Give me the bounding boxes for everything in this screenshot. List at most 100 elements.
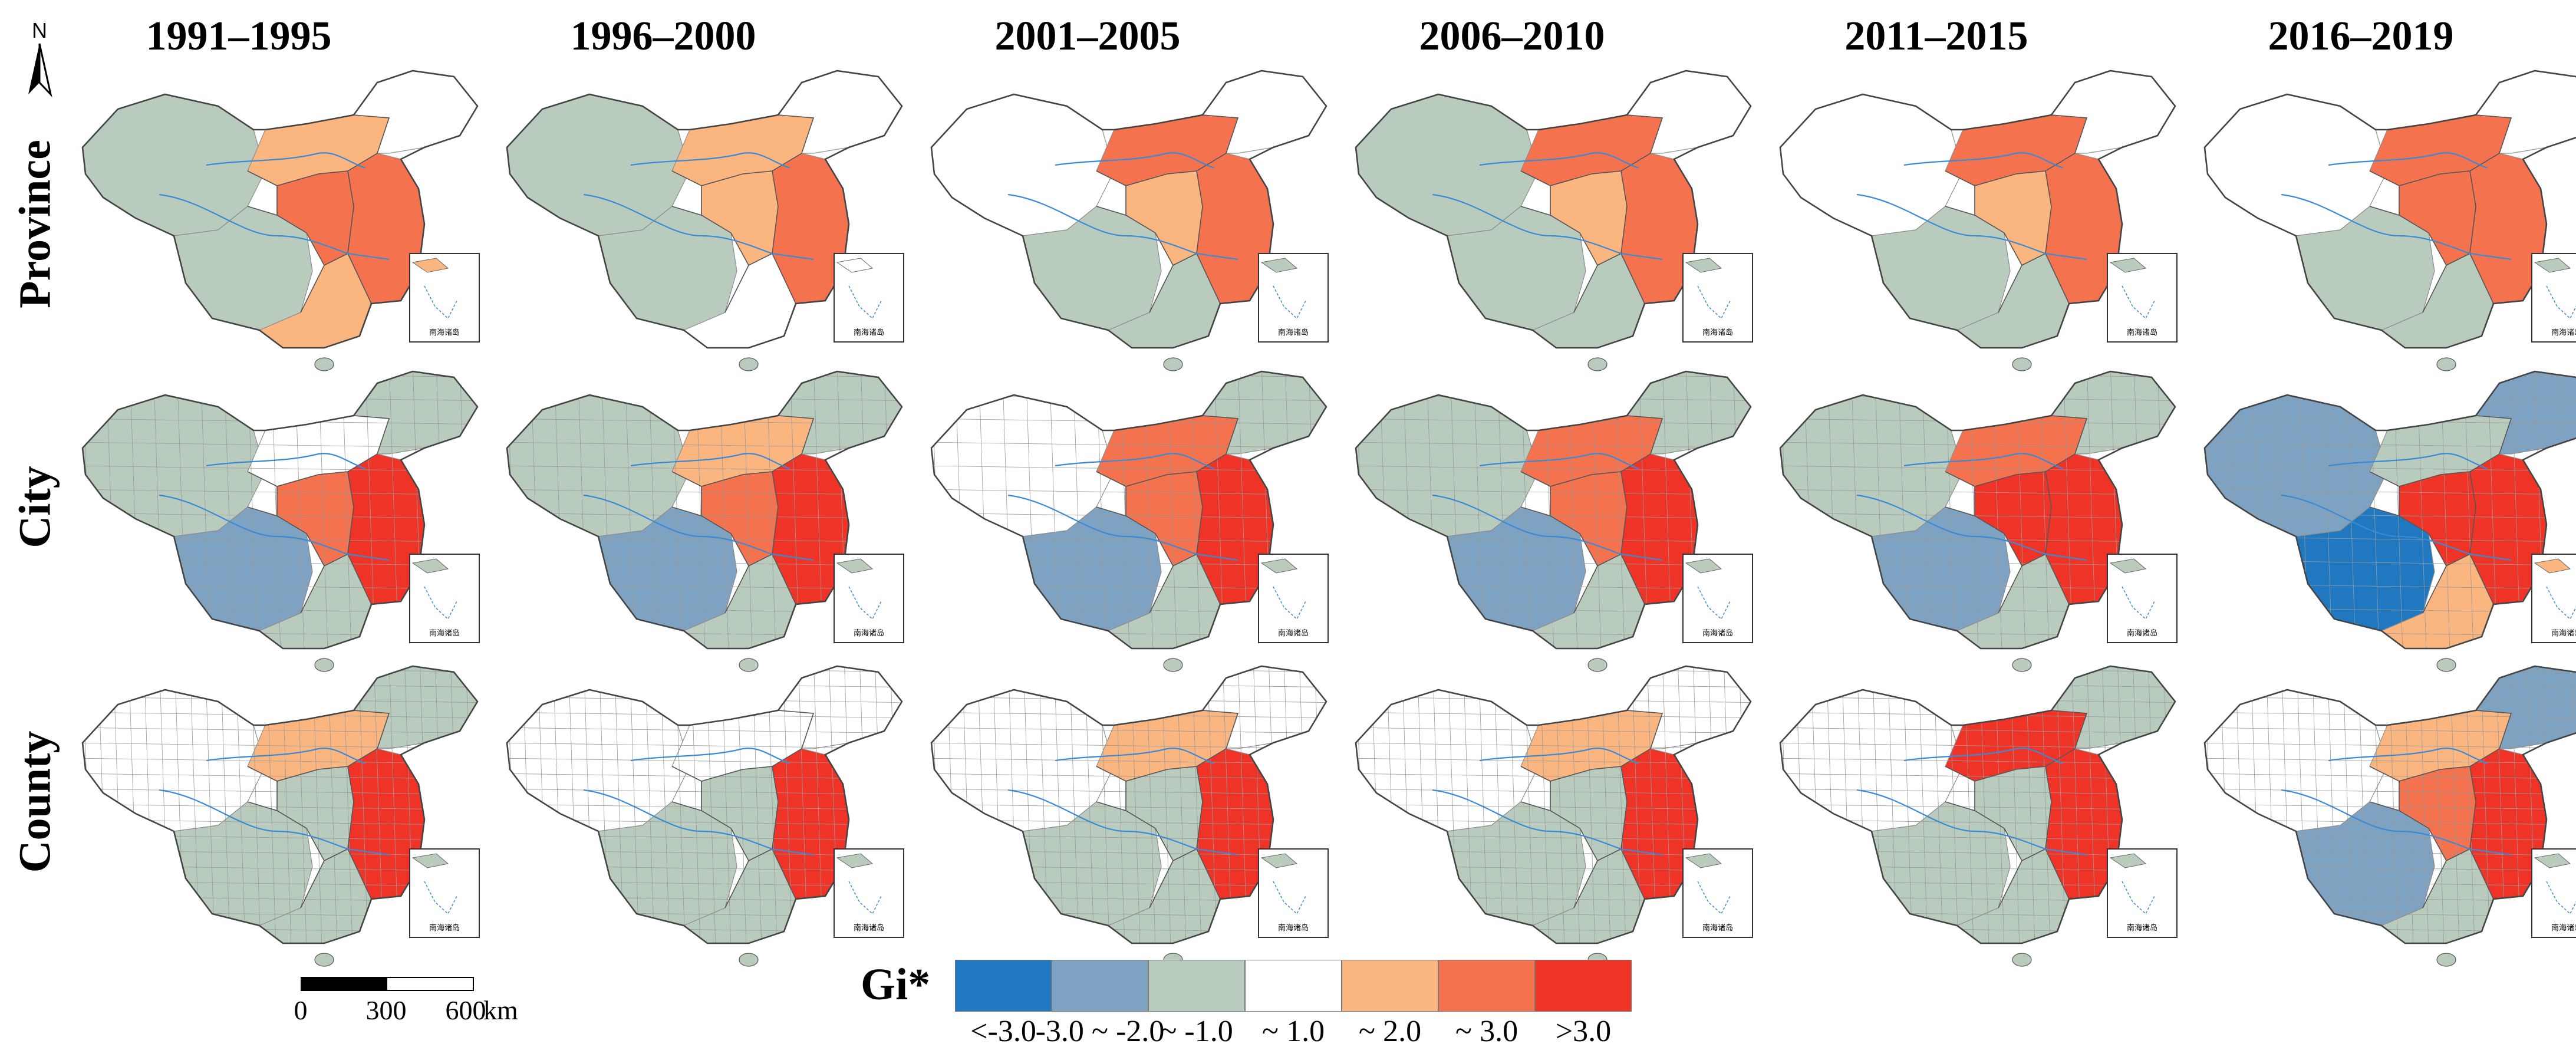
map-panel: 南海诸岛 — [1768, 59, 2193, 389]
river-line — [1479, 152, 1639, 169]
boundary-line — [276, 153, 378, 186]
map-panel: 南海诸岛 — [920, 654, 1344, 985]
boundary-line — [2045, 253, 2070, 304]
hainan-island — [739, 357, 759, 371]
boundary-line — [2051, 114, 2088, 154]
boundary-line — [701, 453, 802, 487]
boundary-line — [1945, 801, 2005, 829]
map-panel: 南海诸岛 — [495, 59, 920, 389]
river-line — [2328, 453, 2488, 470]
river-line — [1479, 748, 1639, 765]
boundary-line — [2051, 415, 2088, 455]
hainan-island — [314, 953, 334, 967]
legend-label: <-3.0 — [970, 1015, 1036, 1048]
hainan-island — [314, 658, 334, 672]
boundary-line — [671, 801, 732, 829]
south-china-sea-inset: 南海诸岛 — [834, 554, 904, 643]
boundary-line — [1149, 860, 1174, 908]
inset-caption: 南海诸岛 — [1278, 923, 1309, 933]
country-outline — [506, 665, 903, 944]
map-panel: 南海诸岛 — [920, 59, 1344, 389]
boundary-line — [2399, 453, 2500, 487]
boundary-line — [1573, 265, 1598, 313]
country-outline — [2203, 70, 2576, 349]
legend-label: ~ -1.0 — [1160, 1015, 1233, 1048]
boundary-line — [772, 848, 796, 900]
country-outline — [2203, 665, 2576, 944]
south-china-sea-inset: 南海诸岛 — [2531, 848, 2576, 938]
legend-swatch — [1148, 960, 1245, 1012]
legend-label: >3.0 — [1555, 1015, 1612, 1048]
china-map: 南海诸岛 — [2203, 665, 2576, 967]
river-line — [2328, 152, 2488, 169]
boundary-line — [1626, 710, 1663, 749]
boundary-line — [2422, 265, 2447, 313]
china-map: 南海诸岛 — [506, 370, 904, 672]
country-outline — [1779, 370, 2176, 650]
boundary-line — [2469, 554, 2494, 605]
boundary-line — [778, 710, 815, 749]
boundary-line — [300, 565, 325, 614]
china-map: 南海诸岛 — [1355, 70, 1753, 371]
china-map: 南海诸岛 — [930, 370, 1329, 672]
river-line — [583, 494, 814, 561]
boundary-line — [1998, 860, 2022, 908]
south-china-sea-inset: 南海诸岛 — [409, 848, 480, 938]
boundary-line — [2469, 848, 2494, 900]
inset-caption: 南海诸岛 — [2127, 923, 2157, 933]
boundary-line — [1945, 506, 2005, 534]
river-line — [1055, 453, 1215, 470]
river-line — [206, 453, 366, 470]
boundary-line — [1573, 565, 1598, 614]
boundary-line — [2369, 506, 2429, 534]
legend-swatch — [1535, 960, 1632, 1012]
inset-caption: 南海诸岛 — [429, 923, 460, 933]
boundary-line — [772, 253, 796, 304]
boundary-line — [353, 114, 390, 154]
boundary-line — [671, 506, 732, 534]
boundary-line — [300, 860, 325, 908]
china-map: 南海诸岛 — [2203, 70, 2576, 371]
inset-caption: 南海诸岛 — [1702, 328, 1733, 337]
inset-caption: 南海诸岛 — [1278, 628, 1309, 638]
boundary-line — [2399, 153, 2500, 186]
boundary-line — [724, 265, 749, 313]
river-line — [2281, 494, 2512, 561]
row-label-text: City — [10, 466, 60, 548]
river-line — [1432, 494, 1663, 561]
inset-caption: 南海诸岛 — [1278, 328, 1309, 337]
china-map: 南海诸岛 — [1779, 665, 2178, 967]
river-line — [583, 789, 814, 856]
inset-caption: 南海诸岛 — [2551, 628, 2576, 638]
hainan-island — [2012, 953, 2032, 967]
river-line — [1903, 453, 2064, 470]
boundary-line — [247, 206, 307, 233]
boundary-line — [2045, 554, 2070, 605]
legend-swatch — [1438, 960, 1535, 1012]
china-map: 南海诸岛 — [81, 70, 480, 371]
boundary-line — [2475, 114, 2512, 154]
south-china-sea-inset: 南海诸岛 — [834, 253, 904, 343]
boundary-line — [701, 748, 802, 782]
country-outline — [1355, 70, 1752, 349]
south-china-sea-inset: 南海诸岛 — [2107, 253, 2178, 343]
china-map: 南海诸岛 — [506, 665, 904, 967]
country-outline — [81, 370, 479, 650]
boundary-line — [1149, 565, 1174, 614]
river-line — [2281, 789, 2512, 856]
south-china-sea-inset: 南海诸岛 — [409, 253, 480, 343]
hainan-island — [1587, 658, 1607, 672]
china-map: 南海诸岛 — [930, 665, 1329, 967]
country-outline — [1779, 70, 2176, 349]
china-map: 南海诸岛 — [81, 665, 480, 967]
boundary-line — [778, 415, 815, 455]
inset-caption: 南海诸岛 — [854, 328, 884, 337]
boundary-line — [2369, 206, 2429, 233]
boundary-line — [2399, 748, 2500, 782]
boundary-line — [1626, 415, 1663, 455]
south-china-sea-inset: 南海诸岛 — [2531, 554, 2576, 643]
boundary-line — [1202, 114, 1239, 154]
river-line — [1055, 748, 1215, 765]
inset-caption: 南海诸岛 — [429, 628, 460, 638]
boundary-line — [1620, 848, 1645, 900]
